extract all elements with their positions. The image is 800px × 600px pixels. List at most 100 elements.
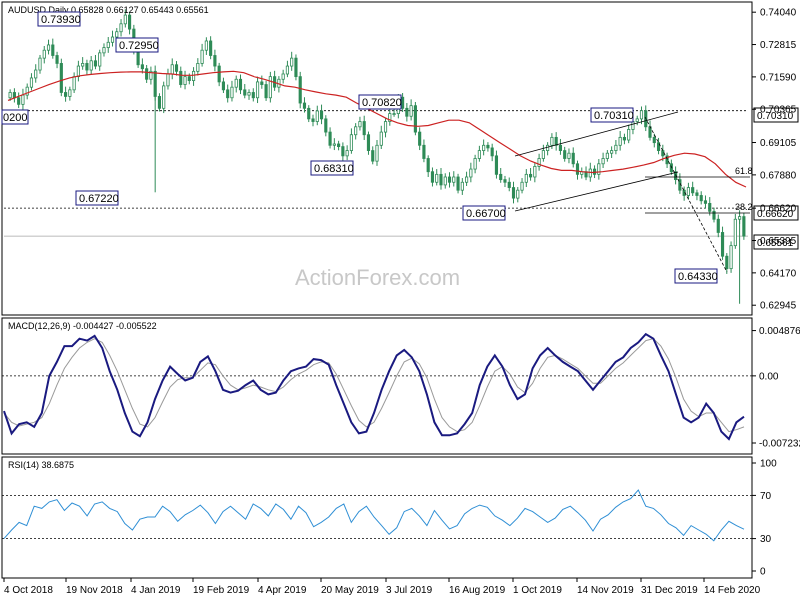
candle (366, 131, 371, 155)
candle (255, 76, 260, 104)
candle (230, 80, 234, 102)
candle (337, 140, 341, 151)
candle-body (567, 152, 571, 159)
candle-body (8, 92, 12, 99)
candle (516, 187, 520, 203)
x-tick-label: 16 Aug 2019 (449, 585, 506, 596)
candle (285, 60, 289, 78)
candle-body (588, 168, 592, 178)
candle (341, 142, 345, 162)
price-tick-label: 0.70365 (760, 105, 797, 116)
candle-body (191, 70, 196, 81)
candle-body (38, 57, 42, 71)
candle-body (418, 131, 422, 146)
candle-body (524, 173, 528, 183)
candle (59, 58, 63, 97)
candle-body (516, 189, 520, 199)
candle (191, 67, 196, 86)
right-tag-070310: 0.70310 (753, 107, 799, 123)
candle (439, 168, 443, 190)
candle-body (456, 176, 460, 191)
candle-body (550, 136, 554, 146)
candle (102, 43, 106, 57)
candle-body (42, 49, 46, 59)
price-tick-label: 0.72815 (760, 40, 797, 51)
candle (614, 140, 618, 155)
candle-body (298, 76, 302, 104)
candle (383, 117, 388, 138)
right-tag-066620: 0.66620 (753, 205, 799, 221)
candle-body (742, 216, 746, 237)
price-tick-label: 0.62945 (760, 301, 797, 312)
candle-body (17, 97, 21, 105)
channel-upper (514, 111, 679, 157)
candle (264, 80, 268, 101)
candle (349, 128, 353, 154)
candle-body (25, 86, 29, 96)
candle (563, 146, 567, 162)
fib-diagonal (644, 116, 728, 273)
symbol-label: AUDUSD,Daily (8, 5, 69, 15)
macd-tick-label: -0.007232 (759, 439, 800, 450)
candle (140, 58, 144, 74)
candle-body (401, 96, 405, 109)
candle (665, 152, 669, 169)
candle-body (631, 121, 635, 130)
candle-body (349, 134, 353, 151)
candle (699, 191, 703, 205)
candle-body (665, 155, 669, 165)
candle-body (230, 86, 234, 99)
candle (486, 142, 490, 152)
candle (426, 155, 430, 177)
candle (456, 173, 460, 194)
candle-body (708, 202, 712, 212)
candle-body (627, 129, 631, 141)
candle (213, 49, 217, 72)
candle (268, 71, 272, 103)
candle-body (226, 89, 230, 99)
price-tick-label: 0.74040 (760, 8, 797, 19)
candle (499, 168, 503, 183)
candle-body (618, 136, 622, 146)
candle (708, 197, 712, 216)
candle (601, 152, 605, 169)
price-y-axis: 0.74040 0.72815 0.71590 0.70365 0.69105 0.678… (752, 8, 797, 312)
candle (345, 145, 349, 161)
tag-0200: 0200 (1, 109, 29, 125)
candle-body (614, 144, 618, 151)
tag-070310-text: 0.70310 (594, 110, 634, 122)
candle (93, 54, 98, 70)
candle-body (652, 136, 656, 144)
x-tick-label: 4 Apr 2019 (258, 585, 307, 596)
candle-body (213, 55, 217, 67)
ema-line (7, 70, 747, 188)
candle (524, 169, 528, 188)
rsi-tick-label: 0 (760, 567, 766, 578)
candle (712, 207, 716, 223)
candle-body (81, 63, 85, 67)
rsi-tick-label: 100 (760, 459, 777, 470)
candle-body (597, 163, 601, 175)
candle (238, 74, 243, 95)
macd-panel-title: MACD(12,26,9) -0.004427 -0.005522 (8, 321, 157, 331)
price-tick-label: 0.71590 (760, 72, 797, 83)
candle (537, 153, 541, 171)
candle-body (546, 144, 550, 151)
candle (511, 181, 516, 204)
tag-067220-text: 0.67220 (79, 193, 119, 205)
candle (371, 146, 375, 165)
candle-body (371, 150, 375, 162)
candle (332, 138, 336, 151)
candle (639, 106, 644, 125)
candle-body (307, 107, 311, 120)
fib-382-label: 38.2 (735, 202, 753, 212)
candle (503, 175, 507, 188)
candle (119, 19, 123, 37)
candle-body (656, 142, 661, 151)
candle-body (238, 78, 243, 91)
price-panel-title: AUDUSD,Daily 0.65828 0.66127 0.65443 0.6… (8, 5, 209, 15)
price-tick-label: 0.66620 (760, 204, 797, 215)
candle-body (733, 218, 737, 247)
candle-body (469, 168, 473, 178)
candle (435, 169, 439, 186)
